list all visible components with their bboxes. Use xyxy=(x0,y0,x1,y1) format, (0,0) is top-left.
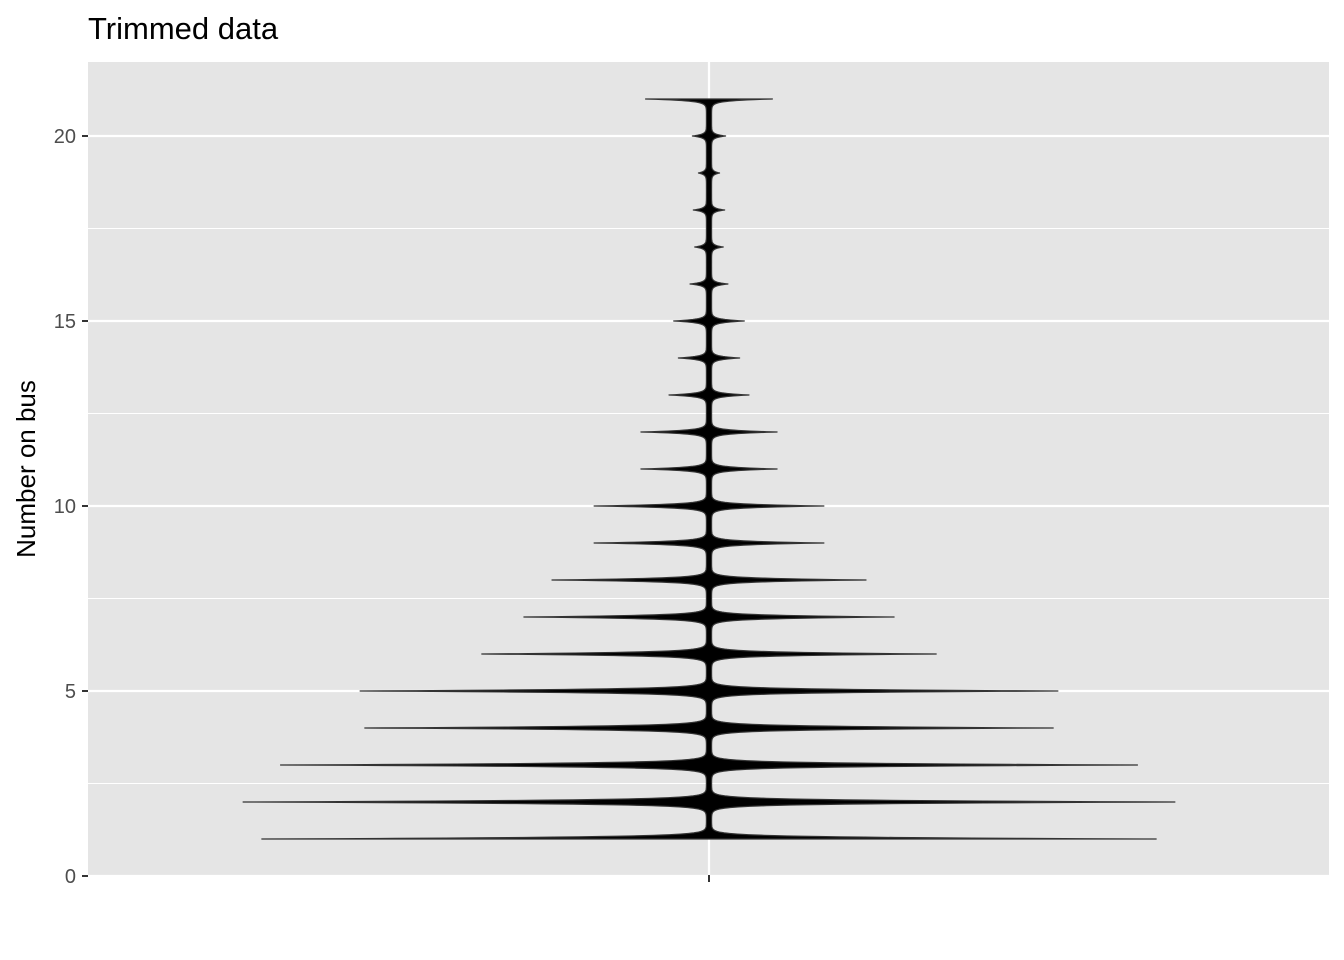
y-axis-label: Number on bus xyxy=(11,380,41,558)
y-tick-label: 20 xyxy=(54,126,76,148)
y-tick-label: 5 xyxy=(65,681,76,703)
y-axis: 0 5 10 15 20 xyxy=(54,126,88,888)
y-tick-label: 0 xyxy=(65,866,76,888)
violin-body xyxy=(242,98,1176,840)
violin-layer xyxy=(242,98,1176,840)
y-tick-label: 15 xyxy=(54,311,76,333)
chart-title: Trimmed data xyxy=(88,11,279,46)
y-tick-label: 10 xyxy=(54,496,76,518)
